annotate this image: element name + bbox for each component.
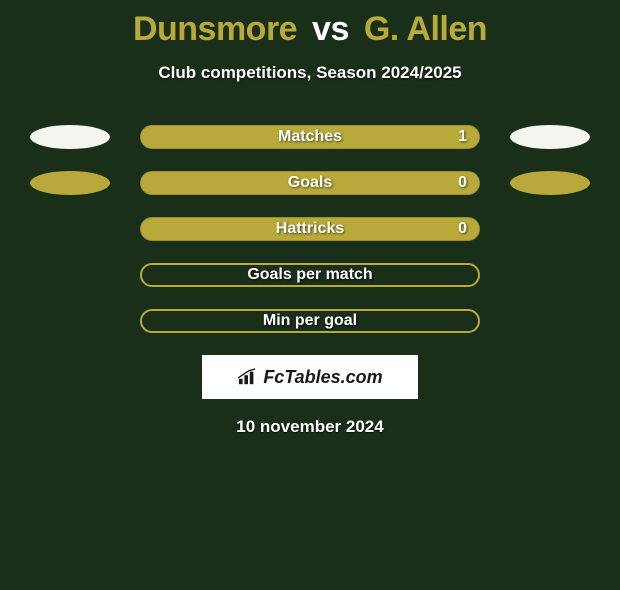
stat-row: Min per goal — [0, 309, 620, 333]
stat-row: Goals per match — [0, 263, 620, 287]
stat-value: 0 — [458, 174, 467, 192]
stat-label: Goals per match — [247, 266, 372, 284]
vs-label: vs — [312, 10, 349, 48]
left-ellipse — [30, 125, 110, 149]
brand-box: FcTables.com — [202, 355, 418, 399]
stat-row: Hattricks 0 — [0, 217, 620, 241]
stat-bar: Goals per match — [140, 263, 480, 287]
stat-value: 0 — [458, 220, 467, 238]
right-ellipse — [510, 171, 590, 195]
stat-label: Matches — [278, 128, 342, 146]
brand-text: FcTables.com — [263, 367, 382, 388]
date-label: 10 november 2024 — [0, 417, 620, 437]
stat-label: Goals — [288, 174, 332, 192]
player1-name: Dunsmore — [133, 10, 297, 48]
stat-bar: Min per goal — [140, 309, 480, 333]
comparison-title: Dunsmore vs G. Allen — [0, 10, 620, 49]
stat-row: Matches 1 — [0, 125, 620, 149]
stat-bar: Matches 1 — [140, 125, 480, 149]
bar-chart-icon — [237, 368, 259, 386]
stat-bar: Goals 0 — [140, 171, 480, 195]
player2-name: G. Allen — [364, 10, 487, 48]
stat-rows: Matches 1 Goals 0 Hattricks 0 Goals per match M… — [0, 125, 620, 333]
stat-label: Min per goal — [263, 312, 357, 330]
left-ellipse — [30, 171, 110, 195]
stat-row: Goals 0 — [0, 171, 620, 195]
stat-label: Hattricks — [276, 220, 344, 238]
stat-value: 1 — [458, 128, 467, 146]
stat-bar: Hattricks 0 — [140, 217, 480, 241]
subtitle: Club competitions, Season 2024/2025 — [0, 63, 620, 83]
right-ellipse — [510, 125, 590, 149]
